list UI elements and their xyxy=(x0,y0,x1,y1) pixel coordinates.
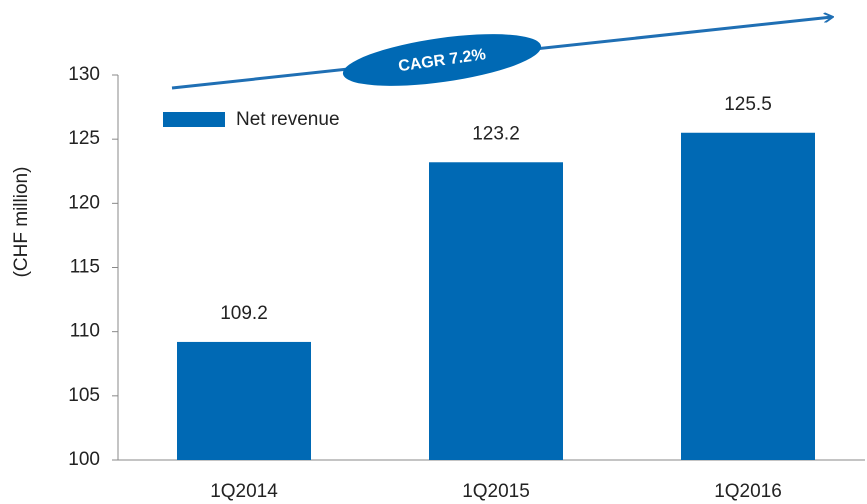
y-tick-label: 130 xyxy=(68,64,100,85)
y-tick-label: 105 xyxy=(68,385,100,406)
y-tick-label: 100 xyxy=(68,449,100,470)
value-label: 125.5 xyxy=(724,94,772,115)
cagr-badge: CAGR 7.2% xyxy=(342,34,542,86)
y-axis-label: (CHF million) xyxy=(11,167,32,278)
bar xyxy=(429,162,563,460)
y-tick-label: 110 xyxy=(70,321,100,342)
x-tick-label: 1Q2014 xyxy=(210,481,278,502)
bar xyxy=(681,132,815,460)
x-tick-label: 1Q2015 xyxy=(462,481,530,502)
legend-swatch xyxy=(163,112,225,127)
value-label: 123.2 xyxy=(472,123,520,144)
y-tick-label: 120 xyxy=(68,192,100,213)
bar xyxy=(177,341,311,460)
cagr-ellipse xyxy=(342,34,542,86)
y-tick-label: 125 xyxy=(68,128,100,149)
x-tick-label: 1Q2016 xyxy=(714,481,782,502)
legend-label: Net revenue xyxy=(236,109,340,130)
value-label: 109.2 xyxy=(220,303,268,324)
y-tick-label: 115 xyxy=(70,257,100,278)
